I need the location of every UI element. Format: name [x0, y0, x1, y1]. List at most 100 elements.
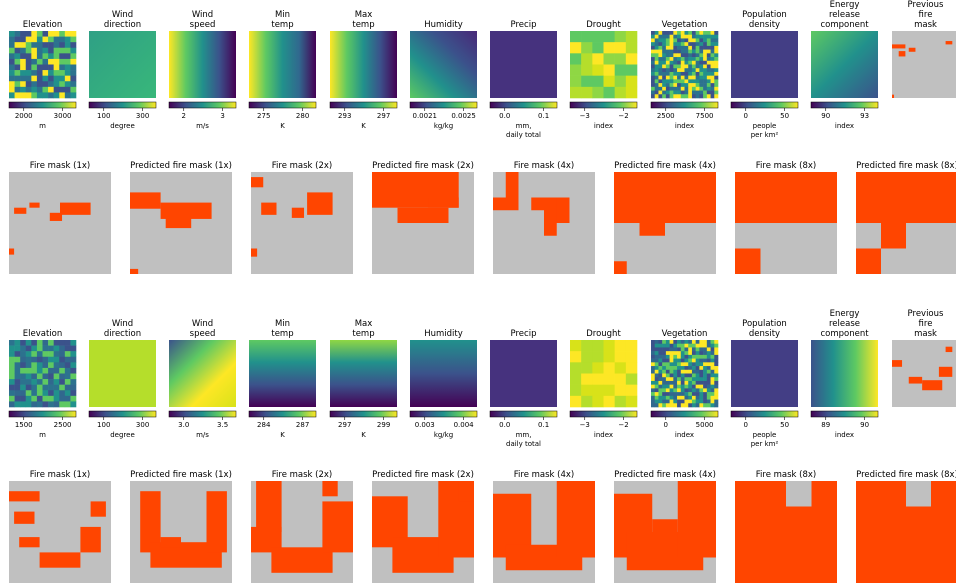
- feature-pixel: [669, 83, 674, 88]
- feature-pixel: [9, 345, 15, 352]
- feature-pixel: [31, 367, 38, 374]
- feature-pixel: [680, 392, 685, 397]
- feature-pixel: [9, 47, 15, 54]
- feature-pixel: [710, 354, 715, 359]
- feature-pixel: [36, 64, 43, 71]
- feature-pixel: [662, 79, 667, 84]
- feature-pixel: [48, 75, 54, 82]
- feature-pixel: [654, 399, 659, 404]
- feature-pixel: [25, 81, 32, 88]
- feature-pixel: [703, 75, 708, 80]
- fire-region: [735, 248, 761, 274]
- feature-pixel: [665, 354, 670, 359]
- feature-pixel: [710, 90, 715, 95]
- feature-pixel: [669, 384, 674, 389]
- feature-pixel: [25, 340, 32, 346]
- colorbar-unit: index: [835, 122, 854, 130]
- feature-pixel: [669, 343, 674, 348]
- feature-pixel: [662, 403, 667, 408]
- feature-pixel: [691, 362, 696, 367]
- feature-pixel: [703, 343, 708, 348]
- feature-pixel: [710, 377, 715, 382]
- fire-region: [493, 197, 519, 211]
- feature-pixel: [680, 384, 685, 389]
- feature-pixel: [14, 92, 21, 99]
- feature-pixel: [42, 86, 49, 93]
- colorbar-unit: kg/kg: [434, 431, 453, 439]
- feature-pixel: [31, 345, 38, 352]
- feature-pixel: [665, 86, 670, 91]
- feature-pixel: [699, 45, 704, 50]
- feature-pixel: [614, 362, 627, 374]
- feature-pixel: [662, 42, 667, 47]
- feature-pixel: [603, 340, 615, 352]
- feature-pixel: [53, 47, 60, 54]
- feature-pixel: [691, 392, 696, 397]
- feature-pixel: [36, 31, 43, 37]
- feature-pixel: [706, 388, 711, 393]
- feature-pixel: [654, 68, 659, 73]
- feature-pixel: [9, 384, 15, 391]
- feature-pixel: [691, 343, 696, 348]
- feature-pixel: [695, 340, 700, 345]
- colorbar: [248, 410, 317, 418]
- feature-pixel: [669, 347, 674, 352]
- feature-pixel: [695, 399, 700, 404]
- feature-pixel: [662, 354, 667, 359]
- feature-pixel: [42, 58, 49, 65]
- feature-pixel: [53, 390, 60, 397]
- feature-pixel: [695, 373, 700, 378]
- feature-pixel: [31, 47, 38, 54]
- feature-pixel: [592, 64, 604, 76]
- feature-pixel: [684, 49, 689, 54]
- mask-title: Fire mask (8x): [756, 161, 816, 171]
- feature-pixel: [48, 367, 54, 374]
- feature-pixel: [699, 354, 704, 359]
- feature-pixel: [64, 58, 71, 65]
- feature-pixel: [695, 83, 700, 88]
- colorbar: [730, 101, 799, 109]
- feature-pixel: [680, 34, 685, 39]
- feature-pixel: [651, 64, 656, 69]
- feature-pixel: [662, 68, 667, 73]
- feature-pixel: [677, 388, 682, 393]
- feature-pixel: [651, 343, 656, 348]
- feature-pixel: [669, 79, 674, 84]
- feature-pixel: [31, 384, 38, 391]
- feature-pixel: [25, 362, 32, 369]
- feature-pixel: [714, 351, 719, 356]
- feature-pixel: [695, 358, 700, 363]
- feature-pixel: [570, 384, 582, 397]
- feature-pixel: [25, 401, 32, 408]
- feature-pixel: [710, 388, 715, 393]
- feature-pixel: [614, 53, 627, 65]
- feature-pixel: [20, 362, 27, 369]
- mask-title: Fire mask (1x): [30, 470, 90, 480]
- feature-pixel: [662, 377, 667, 382]
- feature-pixel: [14, 31, 21, 37]
- panel-title: Humidity: [424, 329, 463, 339]
- feature-pixel: [703, 83, 708, 88]
- feature-pixel: [625, 351, 638, 363]
- feature-pixel: [64, 384, 71, 391]
- fire-region: [80, 526, 101, 553]
- feature-pixel: [706, 64, 711, 69]
- feature-pixel: [684, 399, 689, 404]
- colorbar-tick-label: 100: [97, 112, 110, 120]
- feature-pixel: [699, 343, 704, 348]
- feature-pixel: [691, 340, 696, 345]
- feature-pixel: [680, 347, 685, 352]
- feature-pixel: [20, 340, 27, 346]
- feature-pixel: [654, 75, 659, 80]
- feature-pixel: [20, 401, 27, 408]
- feature-pixel: [59, 64, 66, 71]
- feature-pixel: [691, 403, 696, 408]
- panel-title: Min: [275, 10, 290, 20]
- fire-region: [140, 491, 161, 553]
- feature-pixel: [654, 90, 659, 95]
- feature-pixel: [662, 75, 667, 80]
- feature-pixel: [662, 34, 667, 39]
- feature-pixel: [703, 380, 708, 385]
- feature-pixel: [706, 351, 711, 356]
- feature-pixel: [31, 81, 38, 88]
